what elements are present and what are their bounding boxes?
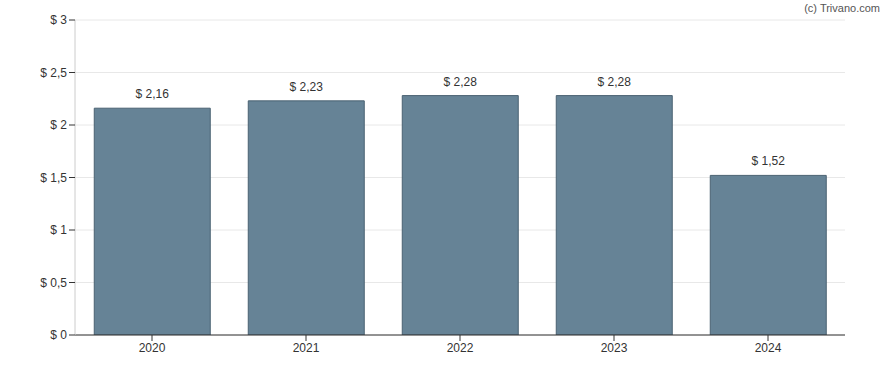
svg-text:2020: 2020 (139, 341, 166, 355)
svg-text:$ 2,16: $ 2,16 (136, 87, 170, 101)
svg-text:$ 1,52: $ 1,52 (752, 154, 786, 168)
svg-text:2024: 2024 (755, 341, 782, 355)
svg-text:2021: 2021 (293, 341, 320, 355)
svg-text:$ 0: $ 0 (50, 328, 67, 342)
svg-text:$ 1,5: $ 1,5 (40, 171, 67, 185)
svg-text:$ 1: $ 1 (50, 223, 67, 237)
svg-text:$ 2,5: $ 2,5 (40, 66, 67, 80)
svg-text:$ 2,28: $ 2,28 (598, 75, 632, 89)
svg-text:$ 3: $ 3 (50, 13, 67, 27)
svg-text:$ 2,23: $ 2,23 (290, 80, 324, 94)
svg-text:2023: 2023 (601, 341, 628, 355)
html-text:(c) Trivano.com: (c) Trivano.com (804, 2, 880, 14)
svg-text:$ 0,5: $ 0,5 (40, 276, 67, 290)
svg-text:2022: 2022 (447, 341, 474, 355)
svg-text:$ 2: $ 2 (50, 118, 67, 132)
svg-text:$ 2,28: $ 2,28 (444, 75, 478, 89)
